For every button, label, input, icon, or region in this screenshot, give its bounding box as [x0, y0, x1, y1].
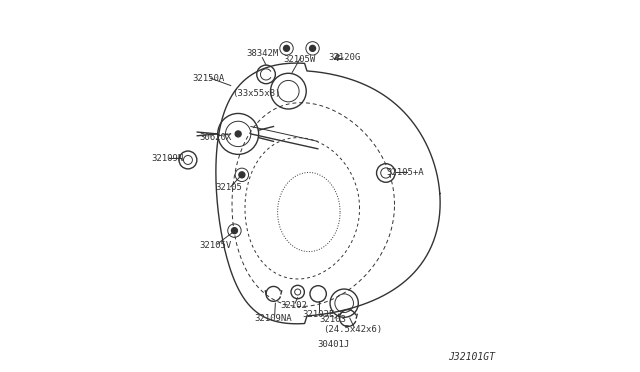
Circle shape [235, 131, 241, 137]
Text: 32109NA: 32109NA [255, 314, 292, 323]
Text: 32120G: 32120G [328, 53, 360, 62]
Circle shape [239, 172, 245, 178]
Circle shape [284, 45, 289, 51]
Text: 32105+A: 32105+A [387, 169, 424, 177]
Text: 32109N: 32109N [151, 154, 184, 163]
Text: 32103: 32103 [319, 315, 346, 324]
Text: 30401J: 30401J [317, 340, 349, 349]
Text: 32150A: 32150A [192, 74, 225, 83]
Text: 38342M: 38342M [246, 49, 278, 58]
Circle shape [232, 228, 237, 234]
Circle shape [310, 45, 316, 51]
Text: 32105W: 32105W [284, 55, 316, 64]
Text: 32105V: 32105V [200, 241, 232, 250]
Text: 32105: 32105 [216, 183, 243, 192]
Text: J32101GT: J32101GT [448, 352, 495, 362]
Text: (24.5x42x6): (24.5x42x6) [323, 325, 382, 334]
Text: (33x55x8): (33x55x8) [232, 89, 281, 97]
Text: 32103E: 32103E [302, 310, 334, 319]
Text: 30620X: 30620X [200, 133, 232, 142]
Text: 32102: 32102 [280, 301, 307, 310]
